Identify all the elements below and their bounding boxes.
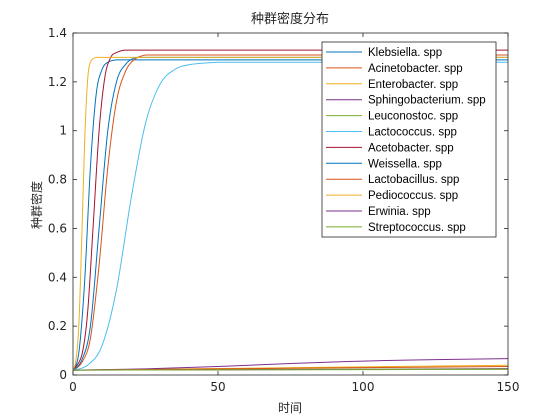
legend: Klebsiella. spp Acinetobacter. spp Enterob… [321,41,497,238]
series-line-2 [73,54,508,371]
x-tick-label: 50 [210,380,225,394]
series-line-6 [73,61,508,371]
y-tick-label: 1.2 [48,75,67,89]
legend-label: Enterobacter. spp [368,79,458,91]
x-tick-label: 0 [69,380,77,394]
y-tick-label: 1 [59,124,67,138]
plot-area [72,32,509,376]
y-tick-label: 0.4 [48,270,67,284]
x-axis: 0 50 100 150 [69,33,519,394]
legend-label: Lactococcus. spp [368,127,457,139]
legend-label: Acetobacter. spp [368,142,454,154]
x-tick-label: 150 [497,380,520,394]
y-axis-label: 种群密度 [29,181,44,229]
legend-label: Acinetobacter. spp [368,63,463,75]
series-line-12 [73,368,508,371]
legend-box [321,41,497,238]
legend-label: Streptococcus. spp [368,222,466,234]
chart-title: 种群密度分布 [251,11,329,27]
y-tick-label: 0.8 [48,173,67,187]
legend-label: Klebsiella. spp [368,47,442,59]
legend-label: Sphingobacterium. spp [368,95,486,107]
x-tick-label: 100 [352,380,375,394]
legend-label: Leuconostoc. spp [368,111,458,123]
legend-label: Pediococcus. spp [368,190,458,202]
series-line-4 [73,358,508,371]
y-axis: 0 0.2 0.4 0.6 0.8 1 1.2 1.4 [48,26,508,382]
legend-label: Weissella. spp [368,158,442,170]
y-tick-label: 0.6 [48,221,67,235]
y-tick-label: 0.2 [48,319,67,333]
series-layer [73,49,508,371]
legend-label: Lactobacillus. spp [368,174,459,186]
series-line-7 [73,49,508,371]
y-tick-label: 1.4 [48,26,67,40]
y-tick-label: 0 [59,368,67,382]
legend-label: Erwinia. spp [368,206,431,218]
x-axis-label: 时间 [278,401,302,415]
series-line-10 [73,56,508,371]
